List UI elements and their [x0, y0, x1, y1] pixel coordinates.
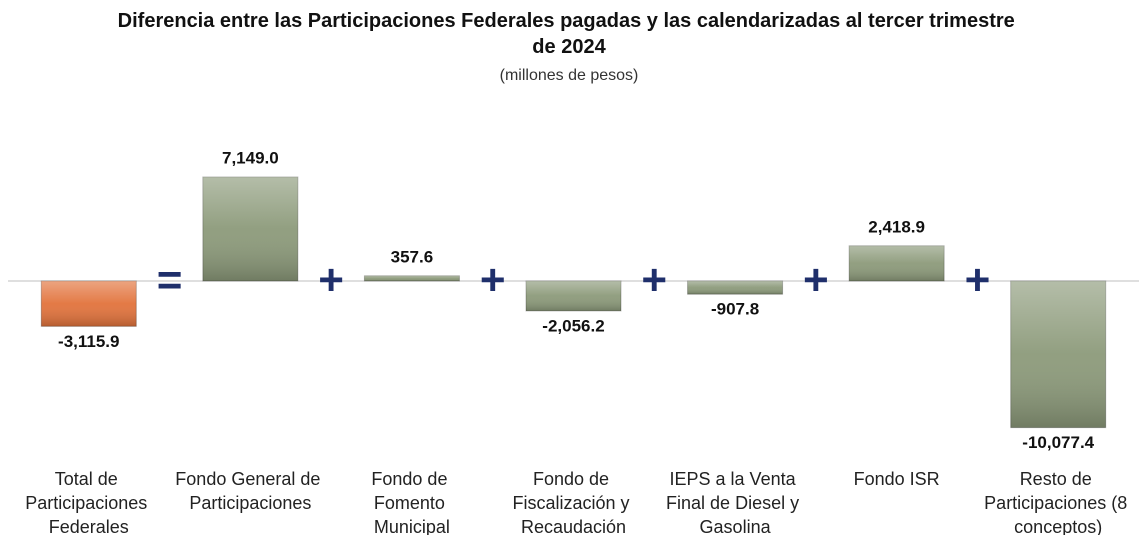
chart-subtitle: (millones de pesos) [500, 67, 639, 84]
bar-shine [364, 275, 460, 281]
text-line: conceptos) [1014, 517, 1102, 535]
text-line: Recaudación [521, 517, 626, 535]
text-line: Fondo General de [175, 469, 325, 489]
text-line: Fiscalización y [512, 493, 634, 513]
text-line: Diferencia entre las Participaciones Fed… [118, 10, 1021, 32]
value-label: -907.8 [711, 300, 759, 319]
bar-shine [41, 281, 137, 327]
text-line: Fomento [374, 493, 450, 513]
value-label: 357.6 [391, 247, 434, 266]
text-line: Municipal [374, 517, 450, 535]
value-label: -3,115.9 [58, 332, 119, 351]
operator: + [480, 256, 506, 305]
x-tick-label: Fondo General de Participaciones [175, 469, 325, 513]
x-tick-label: Fondo de Fiscalización y Recaudación [512, 469, 634, 535]
text-line: Fondo ISR [854, 469, 940, 489]
operator: + [641, 256, 667, 305]
operator: = [157, 256, 183, 305]
x-tick-label: Total de Participaciones Federales [25, 469, 152, 535]
value-label: -10,077.4 [1022, 433, 1094, 452]
text-line: Gasolina [700, 517, 772, 535]
x-tick-label: Fondo de Fomento Municipal [371, 469, 452, 535]
bar-shine [1010, 281, 1106, 428]
text-line: Fondo de [371, 469, 452, 489]
text-line: Participaciones [189, 493, 311, 513]
bar-shine [526, 281, 621, 311]
text-line: Participaciones (8 [984, 493, 1132, 513]
chart-title: Diferencia entre las Participaciones Fed… [118, 10, 1021, 58]
text-line: Total de [55, 469, 123, 489]
x-tick-label: Fondo ISR [854, 469, 940, 489]
value-label: -2,056.2 [542, 316, 604, 335]
operator: + [965, 256, 991, 305]
value-label: 7,149.0 [222, 148, 279, 167]
bar-shine [687, 281, 783, 295]
x-tick-label: Resto de Participaciones (8 conceptos) [984, 469, 1132, 535]
text-line: Fondo de [533, 469, 614, 489]
text-line: Participaciones [25, 493, 152, 513]
text-line: Resto de [1020, 469, 1097, 489]
operator: + [803, 256, 829, 305]
text-line: IEPS a la Venta [670, 469, 801, 489]
text-line: de 2024 [532, 36, 606, 58]
text-line: Final de Diesel y [666, 493, 804, 513]
x-tick-label: IEPS a la Venta Final de Diesel y Gasoli… [666, 469, 804, 535]
bar-shine [202, 176, 298, 281]
operator: + [318, 256, 344, 305]
value-label: 2,418.9 [868, 217, 925, 236]
text-line: Federales [49, 517, 129, 535]
bar-shine [849, 245, 945, 281]
